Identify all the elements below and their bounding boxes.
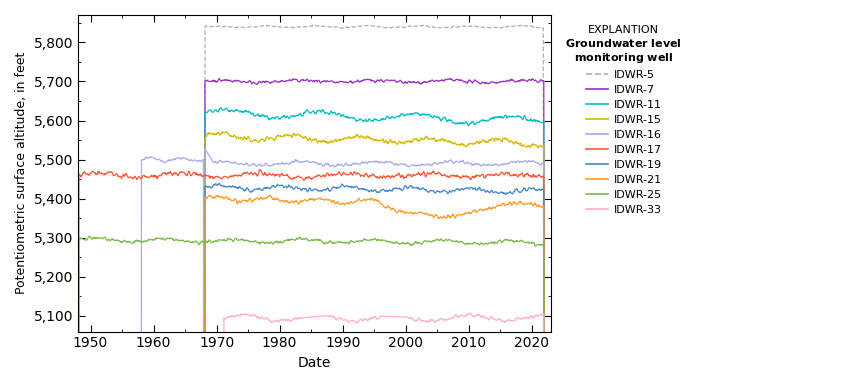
IDWR-7 — [440, 77, 450, 82]
IDWR-19 — [466, 185, 476, 190]
Line: IDWR-25: IDWR-25 — [78, 236, 544, 385]
IDWR-19 — [290, 185, 300, 190]
IDWR-11 — [418, 112, 428, 116]
IDWR-11 — [368, 118, 378, 123]
Y-axis label: Potentiometric surface altitude, in feet: Potentiometric surface altitude, in feet — [15, 52, 28, 295]
IDWR-21 — [368, 198, 378, 203]
IDWR-33 — [456, 313, 466, 318]
IDWR-5 — [436, 25, 446, 30]
IDWR-21 — [264, 193, 275, 198]
IDWR-15 — [440, 139, 450, 143]
IDWR-11 — [215, 105, 226, 110]
IDWR-33 — [465, 311, 475, 315]
IDWR-33 — [295, 316, 305, 320]
IDWR-25 — [239, 238, 250, 243]
Line: IDWR-7: IDWR-7 — [204, 79, 544, 385]
IDWR-33 — [358, 318, 368, 323]
IDWR-16 — [200, 147, 210, 151]
IDWR-33 — [478, 314, 488, 318]
Line: IDWR-33: IDWR-33 — [223, 313, 544, 385]
IDWR-5 — [418, 23, 428, 28]
IDWR-21 — [440, 216, 450, 220]
IDWR-5 — [289, 25, 299, 30]
IDWR-19 — [418, 186, 428, 191]
IDWR-25 — [216, 238, 227, 242]
IDWR-19 — [214, 181, 224, 186]
IDWR-21 — [436, 215, 446, 219]
IDWR-15 — [368, 138, 378, 142]
IDWR-11 — [290, 114, 300, 118]
X-axis label: Date: Date — [298, 356, 331, 370]
IDWR-7 — [214, 76, 224, 81]
IDWR-11 — [436, 119, 446, 123]
IDWR-11 — [440, 116, 450, 121]
IDWR-5 — [440, 25, 450, 30]
IDWR-19 — [368, 189, 378, 194]
IDWR-15 — [290, 133, 300, 137]
IDWR-15 — [466, 141, 476, 146]
IDWR-21 — [466, 211, 476, 215]
IDWR-17 — [532, 174, 542, 178]
IDWR-25 — [517, 239, 528, 243]
IDWR-16 — [418, 162, 428, 167]
IDWR-25 — [532, 243, 542, 247]
IDWR-15 — [418, 137, 428, 142]
Line: IDWR-15: IDWR-15 — [204, 132, 544, 385]
IDWR-5 — [466, 24, 476, 28]
IDWR-7 — [290, 77, 300, 82]
IDWR-33 — [489, 317, 499, 321]
IDWR-17 — [216, 176, 227, 181]
Line: IDWR-17: IDWR-17 — [78, 170, 544, 385]
IDWR-7 — [466, 79, 476, 84]
IDWR-7 — [418, 80, 428, 85]
IDWR-19 — [436, 189, 446, 194]
Line: IDWR-11: IDWR-11 — [204, 108, 544, 385]
IDWR-16 — [290, 157, 300, 162]
IDWR-7 — [436, 78, 446, 83]
IDWR-5 — [368, 24, 378, 28]
IDWR-17 — [517, 171, 528, 175]
IDWR-17 — [226, 174, 236, 178]
IDWR-19 — [440, 189, 450, 194]
IDWR-21 — [418, 210, 428, 215]
IDWR-33 — [420, 319, 430, 323]
IDWR-11 — [466, 121, 476, 126]
Legend: IDWR-5, IDWR-7, IDWR-11, IDWR-15, IDWR-16, IDWR-17, IDWR-19, IDWR-21, IDWR-25, I: IDWR-5, IDWR-7, IDWR-11, IDWR-15, IDWR-1… — [561, 20, 686, 219]
IDWR-25 — [100, 235, 110, 239]
IDWR-15 — [436, 138, 446, 143]
IDWR-16 — [440, 159, 450, 164]
IDWR-16 — [368, 159, 378, 164]
IDWR-15 — [217, 129, 227, 134]
Line: IDWR-5: IDWR-5 — [204, 25, 544, 385]
IDWR-7 — [368, 78, 378, 83]
IDWR-16 — [466, 162, 476, 167]
IDWR-17 — [239, 171, 250, 176]
IDWR-17 — [254, 167, 264, 172]
Line: IDWR-16: IDWR-16 — [204, 149, 544, 385]
IDWR-25 — [84, 234, 94, 239]
IDWR-5 — [310, 23, 320, 27]
IDWR-25 — [226, 237, 236, 241]
Line: IDWR-21: IDWR-21 — [204, 195, 544, 385]
IDWR-16 — [436, 160, 446, 165]
IDWR-17 — [99, 172, 109, 177]
Line: IDWR-19: IDWR-19 — [204, 183, 544, 385]
IDWR-21 — [290, 199, 300, 203]
